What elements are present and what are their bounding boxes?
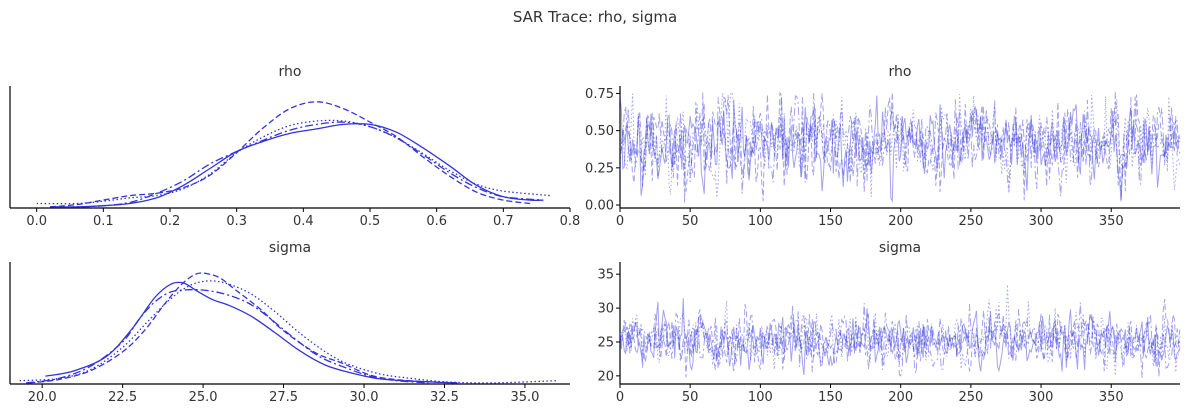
panel-title: rho	[889, 64, 912, 80]
panel-title: sigma	[269, 240, 311, 256]
x-tick-label: 350	[1099, 390, 1124, 405]
x-tick-label: 20.0	[28, 390, 57, 405]
x-tick-label: 0.1	[93, 214, 114, 229]
density-line-chain-1	[49, 122, 544, 208]
x-tick-label: 30.0	[350, 390, 379, 405]
x-tick-label: 0.5	[360, 214, 381, 229]
x-tick-label: 0	[616, 390, 624, 405]
x-tick-label: 350	[1099, 214, 1124, 229]
trace-line-chain-1	[619, 95, 1181, 204]
figure-title: SAR Trace: rho, sigma	[513, 8, 677, 26]
y-tick-label: 20	[597, 369, 614, 384]
x-tick-label: 0.0	[26, 214, 47, 229]
x-tick-label: 0.8	[560, 214, 581, 229]
x-tick-label: 150	[818, 214, 843, 229]
y-tick-label: 35	[597, 268, 614, 283]
trace-line-chain-2	[619, 298, 1181, 378]
trace-line-chain-1	[619, 298, 1181, 376]
y-tick-label: 30	[597, 302, 614, 317]
x-tick-label: 200	[888, 214, 913, 229]
x-tick-label: 25.0	[189, 390, 218, 405]
density-line-chain-2	[29, 272, 461, 384]
x-tick-label: 0.6	[426, 214, 447, 229]
x-tick-label: 50	[682, 390, 699, 405]
x-tick-label: 100	[748, 390, 773, 405]
density-line-chain-3	[36, 119, 551, 205]
panel-4: sigma 0 50 100 150 200 250 300 350 20 25 30 35	[597, 240, 1181, 405]
x-tick-label: 300	[1029, 390, 1054, 405]
x-tick-label: 50	[682, 214, 699, 229]
y-tick-label: 0.50	[585, 124, 614, 139]
trace-line-chain-2	[619, 91, 1181, 202]
x-tick-label: 100	[748, 214, 773, 229]
x-tick-label: 250	[958, 390, 983, 405]
x-tick-label: 200	[888, 390, 913, 405]
x-tick-label: 0.7	[493, 214, 514, 229]
density-line-chain-3	[19, 280, 558, 384]
density-line-chain-4	[49, 121, 544, 208]
panel-title: rho	[279, 64, 302, 80]
trace-line-chain-4	[619, 302, 1181, 379]
trace-line-chain-4	[619, 92, 1181, 204]
x-tick-label: 250	[958, 214, 983, 229]
density-line-chain-2	[49, 101, 531, 208]
y-tick-label: 0.75	[585, 87, 614, 102]
y-tick-label: 0.00	[585, 199, 614, 214]
panel-3: sigma 20.0 22.5 25.0 27.5 30.0 32.5 35.0	[9, 240, 570, 405]
x-tick-label: 0.4	[293, 214, 314, 229]
x-tick-label: 27.5	[269, 390, 298, 405]
x-tick-label: 22.5	[108, 390, 137, 405]
x-tick-label: 0.3	[226, 214, 247, 229]
y-tick-label: 25	[597, 335, 614, 350]
x-tick-label: 35.0	[510, 390, 539, 405]
x-tick-label: 150	[818, 390, 843, 405]
density-line-chain-1	[45, 281, 455, 384]
y-tick-label: 0.25	[585, 161, 614, 176]
density-line-chain-4	[26, 289, 429, 384]
panel-title: sigma	[879, 240, 921, 256]
x-tick-label: 300	[1029, 214, 1054, 229]
x-tick-label: 0.2	[160, 214, 181, 229]
x-tick-label: 32.5	[430, 390, 459, 405]
panel-2: rho 0 50 100 150 200 250 300 350 0.00 0.25 0.50 0.75	[585, 64, 1181, 229]
x-tick-label: 0	[616, 214, 624, 229]
panel-1: rho 0.0 0.1 0.2 0.3 0.4 0.5 0.6 0.7 0.8	[9, 64, 581, 229]
